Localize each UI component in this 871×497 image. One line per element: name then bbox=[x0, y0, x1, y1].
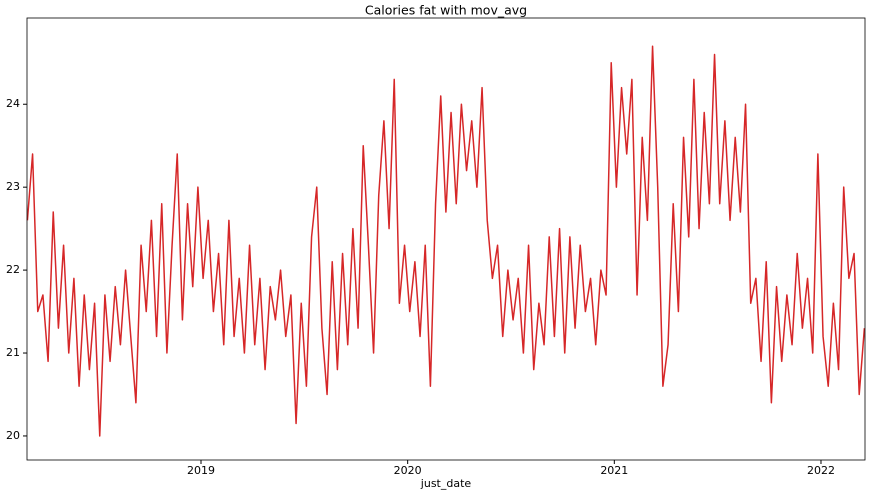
plot-area bbox=[27, 18, 865, 460]
x-tick-label: 2019 bbox=[187, 464, 215, 477]
chart-title: Calories fat with mov_avg bbox=[365, 3, 527, 18]
x-tick-label: 2021 bbox=[600, 464, 628, 477]
x-axis-label: just_date bbox=[420, 477, 472, 490]
x-tick-label: 2020 bbox=[394, 464, 422, 477]
y-tick-label: 23 bbox=[6, 180, 20, 193]
plot-content bbox=[26, 45, 866, 437]
y-tick-label: 20 bbox=[6, 429, 20, 442]
data-line bbox=[26, 45, 866, 437]
y-tick-label: 24 bbox=[6, 97, 20, 110]
x-tick-label: 2022 bbox=[807, 464, 835, 477]
y-tick-label: 21 bbox=[6, 346, 20, 359]
y-tick-label: 22 bbox=[6, 263, 20, 276]
plot-frame bbox=[26, 17, 866, 461]
